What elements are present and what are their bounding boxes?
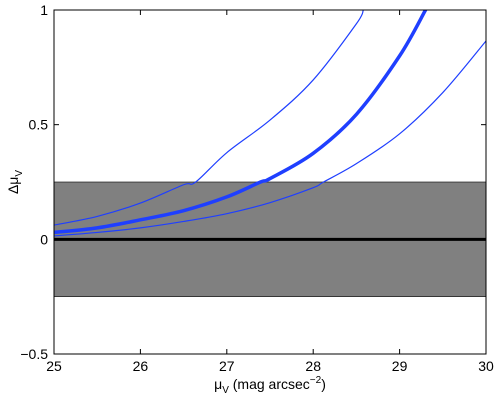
y-axis-label: ΔμV [5, 170, 25, 194]
x-tick-label: 26 [133, 358, 149, 374]
x-tick-label: 25 [46, 358, 62, 374]
y-tick-label: −0.5 [20, 346, 48, 362]
x-tick-label: 28 [305, 358, 321, 374]
plot-frame [53, 9, 487, 355]
x-tick-label: 29 [392, 358, 408, 374]
y-tick-label: 1 [40, 2, 48, 18]
y-tick-label: 0.5 [29, 117, 49, 133]
bound-curve-2 [54, 40, 486, 237]
x-axis-label: μV (mag arcsec−2) [214, 375, 326, 396]
x-tick-label: 27 [219, 358, 235, 374]
bound-curve-0 [54, 10, 364, 226]
central-curve [54, 10, 428, 235]
x-tick-label: 30 [478, 358, 494, 374]
y-tick-label: 0 [40, 231, 48, 247]
